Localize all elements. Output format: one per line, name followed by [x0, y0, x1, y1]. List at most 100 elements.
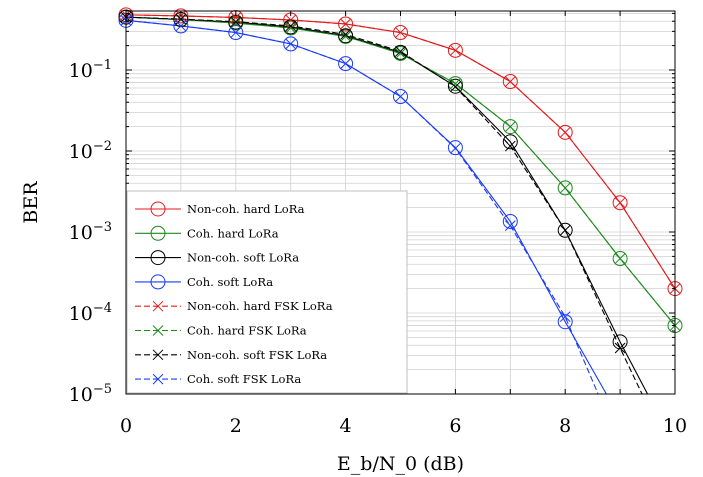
x-tick-label: 0	[120, 415, 132, 437]
x-marker	[504, 121, 516, 132]
y-tick-label: 10−4	[69, 301, 112, 325]
x-tick-label: 10	[663, 415, 687, 437]
circle-marker	[447, 140, 463, 156]
x-marker	[504, 220, 516, 231]
x-marker	[230, 17, 242, 29]
marker-layer	[118, 7, 683, 354]
legend-label: Coh. hard FSK LoRa	[187, 324, 307, 338]
legend-label: Coh. soft FSK LoRa	[187, 372, 301, 386]
legend: Non-coh. hard LoRa Coh. hard LoRa Non-coh.…	[126, 190, 408, 394]
legend-entry: Coh. soft FSK LoRa	[135, 372, 301, 386]
circle-marker	[447, 78, 463, 94]
circle-marker	[150, 225, 166, 241]
x-marker	[559, 311, 571, 323]
x-marker	[152, 300, 164, 312]
x-marker	[230, 16, 242, 28]
x-tick-label: 8	[559, 415, 571, 437]
circle-marker	[150, 250, 166, 266]
x-marker	[504, 140, 516, 152]
y-tick-label: 10−2	[69, 139, 112, 163]
circle-marker	[283, 36, 299, 52]
circle-marker	[557, 222, 573, 238]
x-marker	[450, 44, 461, 56]
circle-marker	[502, 119, 518, 135]
x-marker	[340, 31, 351, 42]
x-marker	[395, 48, 406, 59]
legend-label: Non-coh. soft LoRa	[187, 251, 299, 265]
y-tick-label: 10−5	[69, 382, 112, 406]
y-tick-label: 10−3	[69, 220, 112, 244]
y-tick-label: 10−1	[69, 58, 112, 82]
legend-label: Non-coh. hard FSK LoRa	[187, 299, 333, 313]
legend-label: Coh. soft LoRa	[187, 275, 273, 289]
circle-marker	[338, 28, 354, 44]
circle-marker	[502, 134, 518, 150]
circle-marker	[502, 74, 518, 90]
circle-marker	[228, 25, 244, 41]
circle-marker	[338, 16, 354, 32]
x-marker	[450, 81, 461, 93]
legend-label: Coh. hard LoRa	[187, 226, 279, 240]
x-marker	[230, 12, 242, 23]
x-marker	[340, 58, 351, 69]
legend-box	[126, 190, 408, 394]
circle-marker	[393, 89, 408, 105]
x-marker	[614, 197, 626, 209]
x-marker	[559, 224, 571, 236]
x-marker	[230, 27, 242, 38]
x-marker	[152, 325, 164, 336]
circle-marker	[393, 25, 408, 41]
x-marker	[614, 253, 626, 264]
x-tick-label: 2	[230, 415, 242, 437]
circle-marker	[447, 42, 463, 58]
series-line	[126, 16, 643, 394]
circle-marker	[150, 274, 166, 290]
circle-marker	[393, 44, 408, 60]
y-axis-label: BER	[20, 181, 42, 224]
legend-entry: Coh. hard LoRa	[135, 225, 279, 241]
x-marker	[152, 373, 164, 385]
circle-marker	[557, 124, 573, 140]
x-marker	[395, 45, 406, 57]
circle-marker	[228, 9, 244, 25]
legend-entry: Non-coh. soft LoRa	[135, 250, 299, 266]
circle-marker	[338, 56, 354, 72]
x-marker	[395, 27, 406, 38]
x-marker	[175, 20, 187, 32]
legend-entry: Coh. hard FSK LoRa	[135, 324, 307, 338]
x-marker	[285, 20, 297, 32]
x-tick-label: 4	[340, 415, 352, 437]
x-marker	[450, 78, 461, 89]
circle-marker	[612, 251, 628, 267]
legend-entry: Non-coh. soft FSK LoRa	[135, 348, 327, 362]
circle-marker	[557, 180, 573, 196]
x-marker	[152, 349, 164, 361]
legend-entry: Coh. soft LoRa	[135, 274, 273, 290]
x-tick-label: 6	[449, 415, 461, 437]
legend-label: Non-coh. soft FSK LoRa	[187, 348, 327, 362]
legend-label: Non-coh. hard LoRa	[187, 202, 305, 216]
x-marker	[614, 342, 626, 354]
axis-labels: 0 2 4 6 8 10 10−1 10−2 10−3 10−4 10−5 E_b/N_0 (dB) B…	[20, 58, 687, 475]
x-marker	[395, 91, 406, 102]
circle-marker	[557, 314, 573, 330]
circle-marker	[150, 201, 166, 217]
x-marker	[450, 142, 461, 154]
circle-marker	[612, 195, 628, 211]
x-marker	[340, 29, 351, 40]
series-line	[126, 19, 599, 394]
x-marker	[285, 38, 297, 50]
circle-marker	[173, 8, 189, 24]
legend-entry: Non-coh. hard FSK LoRa	[135, 299, 333, 313]
x-marker	[559, 126, 571, 138]
x-marker	[504, 76, 516, 87]
series-line	[126, 16, 675, 326]
circle-marker	[502, 213, 518, 229]
x-marker	[285, 22, 297, 34]
circle-marker	[612, 334, 628, 350]
x-marker	[559, 182, 571, 194]
x-marker	[340, 18, 351, 30]
legend-entry: Non-coh. hard LoRa	[135, 201, 305, 217]
x-axis-label: E_b/N_0 (dB)	[337, 453, 464, 475]
